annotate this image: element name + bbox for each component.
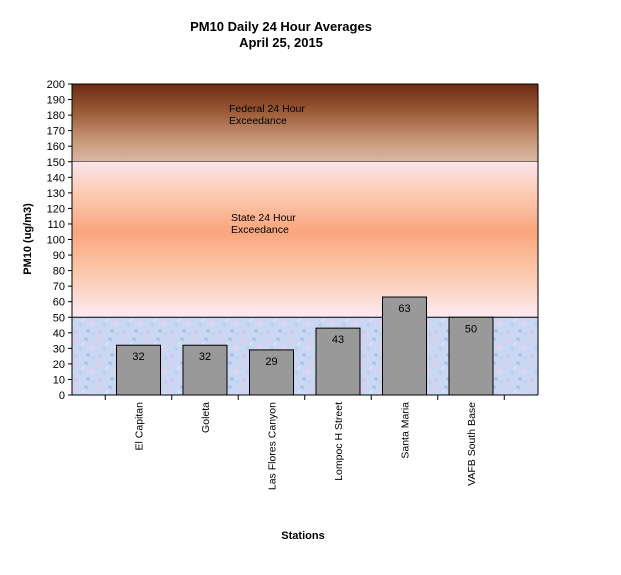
y-tick-label: 200: [47, 79, 65, 91]
x-tick-label: VAFB South Base: [466, 402, 478, 486]
zone-label-line: State 24 Hour: [231, 212, 296, 224]
y-tick-label: 60: [53, 297, 65, 309]
y-tick-label: 50: [53, 312, 65, 324]
y-tick-label: 160: [47, 141, 65, 153]
chart-subtitle: April 25, 2015: [239, 35, 323, 50]
axes: 0 10 20 30 40 50 60 70 80 90 100 110 120 130 140 150 160…: [47, 79, 539, 490]
federal-exceedance-zone: [72, 84, 538, 162]
y-axis-title: PM10 (ug/m3): [22, 203, 34, 275]
x-tick-label: El Capitan: [134, 402, 146, 451]
zone-label: Federal 24 Hour Exceedance: [229, 103, 305, 127]
x-tick-label: Las Flores Canyon: [267, 402, 279, 490]
y-tick-label: 30: [53, 343, 65, 355]
y-tick-label: 180: [47, 110, 65, 122]
y-tick-label: 110: [47, 219, 65, 231]
bars: 32 32 29 43 63 50: [116, 296, 494, 396]
x-tick-label: Lompoc H Street: [333, 402, 345, 481]
zone-label-line: Federal 24 Hour: [229, 103, 305, 115]
data-label: 50: [465, 323, 477, 335]
y-tick-label: 10: [53, 374, 65, 386]
bar: [448, 316, 494, 396]
y-tick-label: 90: [53, 250, 65, 262]
chart-title: PM10 Daily 24 Hour Averages: [190, 19, 372, 34]
y-tick-label: 40: [53, 328, 65, 340]
data-label: 32: [132, 351, 144, 363]
x-tick-label: Goleta: [200, 402, 212, 433]
bar: [249, 349, 294, 396]
y-tick-label: 130: [47, 188, 65, 200]
y-tick-label: 150: [47, 157, 65, 169]
y-tick-label: 170: [47, 126, 65, 138]
y-tick-label: 100: [47, 235, 65, 247]
y-tick-label: 140: [47, 172, 65, 184]
y-tick-label: 70: [53, 281, 65, 293]
bar: [315, 327, 361, 396]
y-tick-label: 120: [47, 203, 65, 215]
zone-label-line: Exceedance: [229, 115, 287, 127]
y-tick-label: 0: [59, 390, 65, 402]
zone-label: State 24 Hour Exceedance: [231, 212, 296, 236]
bar: [182, 344, 228, 396]
x-tick-label: Santa Maria: [400, 402, 412, 459]
zone-label-line: Exceedance: [231, 224, 289, 236]
data-label: 29: [265, 356, 277, 368]
data-label: 63: [398, 303, 410, 315]
y-tick-label: 80: [53, 266, 65, 278]
y-tick-label: 20: [53, 359, 65, 371]
state-exceedance-zone: [72, 161, 538, 318]
data-label: 43: [332, 334, 344, 346]
y-tick-label: 190: [47, 95, 65, 107]
data-label: 32: [199, 351, 211, 363]
x-axis-title: Stations: [281, 530, 324, 542]
